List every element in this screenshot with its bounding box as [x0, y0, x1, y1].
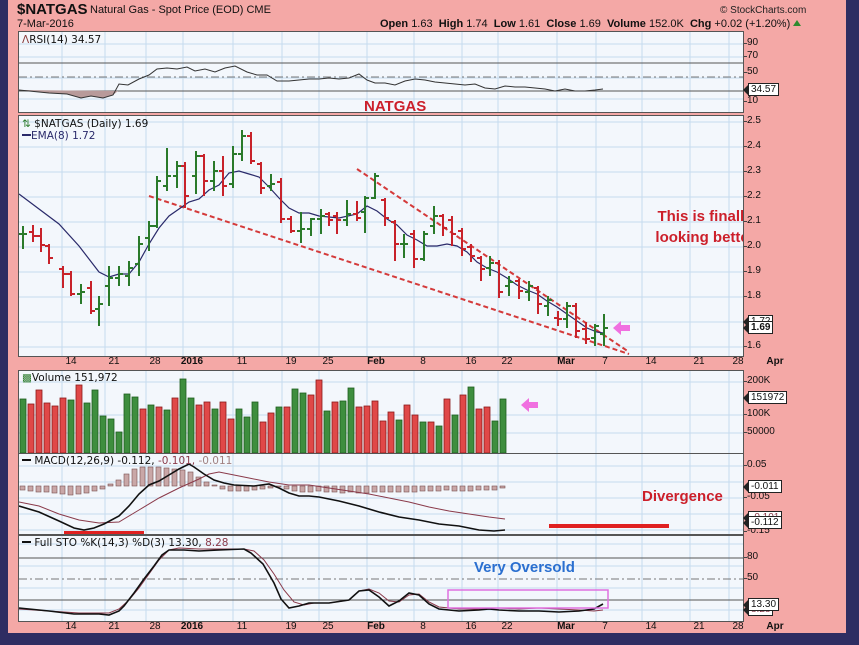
high-value: 1.74: [466, 18, 488, 30]
price-axis: 2.5 2.4 2.3 2.2 2.1 2.0 1.9 1.8 1.6 1.72…: [742, 115, 814, 355]
volume-label: ▩Volume 151,972: [22, 372, 118, 384]
volume-panel[interactable]: ▩Volume 151,972: [18, 370, 744, 454]
close-value-tag: 1.69: [742, 321, 774, 334]
ohlc-bars: [19, 130, 608, 346]
rsi-axis: 90 70 50 10 34.57: [742, 31, 814, 111]
volume-label: Volume: [606, 18, 646, 30]
low-value: 1.61: [518, 18, 541, 30]
macd-histogram-tag: -0.011: [743, 480, 782, 493]
sto-plot: [19, 536, 743, 621]
price-plot: [19, 116, 743, 356]
low-label: Low: [493, 18, 516, 30]
ohlc-summary: Open 1.63 High 1.74 Low 1.61 Close 1.69 …: [380, 18, 802, 30]
volume-bars-icon: ▩: [22, 372, 32, 384]
volume-plot: [19, 371, 743, 453]
volume-axis: 200K 100K 50000 151972: [742, 370, 814, 452]
symbol: $NATGAS: [17, 1, 88, 18]
bottom-x-axis: 14 21 28 2016 11 19 25 Feb 8 16 22 Mar 7…: [65, 621, 784, 632]
ema-line-icon: [22, 134, 31, 136]
chart-date: 7-Mar-2016: [17, 18, 74, 30]
price-x-axis: 14 21 28 2016 11 19 25 Feb 8 16 22 Mar 7…: [65, 356, 784, 367]
symbol-description: Natural Gas - Spot Price (EOD) CME: [90, 4, 271, 16]
high-label: High: [438, 18, 464, 30]
pink-arrow-icon: [613, 321, 630, 335]
close-label: Close: [546, 18, 577, 30]
macd-panel[interactable]: MACD(12,26,9) -0.112, -0.101, -0.011 Div…: [18, 453, 744, 535]
macd-value-tag: -0.112: [743, 516, 782, 529]
rsi-icon: Λ: [22, 34, 30, 46]
rsi-label: ΛRSI(14) 34.57: [22, 34, 102, 46]
open-value: 1.63: [411, 18, 433, 30]
pink-arrow-icon: [521, 398, 538, 412]
up-arrow-icon: [793, 20, 802, 26]
sto-label: Full STO %K(14,3) %D(3) 13.30, 8.28: [22, 537, 228, 549]
volume-bars: [19, 378, 507, 453]
chart-frame: $NATGAS Natural Gas - Spot Price (EOD) C…: [8, 0, 846, 633]
sto-k-tag: 13.30: [742, 598, 780, 611]
sto-annotation: Very Oversold: [474, 559, 575, 576]
sto-line-icon: [22, 541, 31, 543]
macd-line-icon: [22, 459, 31, 461]
rsi-panel[interactable]: ΛRSI(14) 34.57 NATGAS: [18, 31, 744, 113]
ema-label: EMA(8) 1.72: [22, 130, 95, 142]
macd-annotation: Divergence: [642, 488, 723, 505]
rsi-value-tag: 34.57: [742, 83, 780, 96]
macd-plot: [19, 454, 743, 534]
macd-label: MACD(12,26,9) -0.112, -0.101, -0.011: [22, 455, 232, 467]
price-label: ⇅ $NATGAS (Daily) 1.69: [22, 118, 149, 130]
price-panel[interactable]: ⇅ $NATGAS (Daily) 1.69 EMA(8) 1.72 This …: [18, 115, 744, 357]
volume-value: 152.0K: [648, 18, 684, 30]
ohlc-bars-icon: ⇅: [22, 118, 31, 130]
volume-value-tag: 151972: [742, 391, 788, 404]
rsi-annotation: NATGAS: [364, 98, 427, 113]
sto-axis: 80 50 8.28 13.30: [742, 535, 814, 620]
macd-axis: 0.05 -0.05 -0.15 -0.011 -0.101 -0.112: [742, 453, 814, 536]
rsi-plot: [19, 32, 743, 112]
sto-panel[interactable]: Full STO %K(14,3) %D(3) 13.30, 8.28 Very…: [18, 535, 744, 622]
change-value: +0.02 (+1.20%): [714, 18, 791, 30]
close-value: 1.69: [579, 18, 601, 30]
copyright: © StockCharts.com: [720, 5, 807, 16]
price-annotation: This is finally looking better: [655, 208, 744, 246]
change-label: Chg: [689, 18, 712, 30]
chart-header: $NATGAS Natural Gas - Spot Price (EOD) C…: [8, 0, 846, 30]
open-label: Open: [380, 18, 409, 30]
